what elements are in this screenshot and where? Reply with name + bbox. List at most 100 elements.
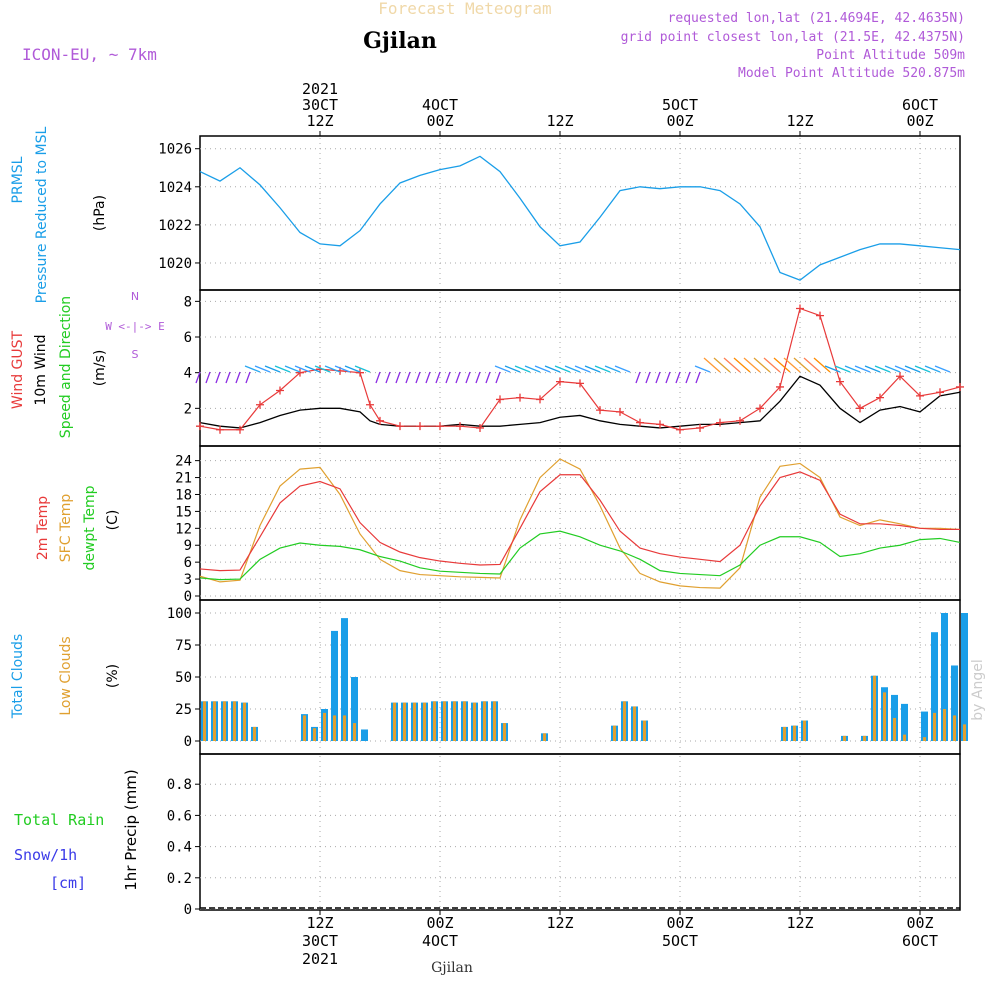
precip-axis-label: 1hr Precip (mm) bbox=[122, 769, 140, 890]
ytick-label-pressure: 1024 bbox=[158, 180, 192, 196]
gust-marker bbox=[856, 404, 864, 413]
wind-direction-arrow bbox=[844, 365, 861, 373]
wind-direction-arrow bbox=[803, 357, 821, 373]
gust-marker bbox=[696, 423, 704, 432]
low-cloud-bar bbox=[503, 723, 506, 741]
wind-direction-arrow bbox=[743, 357, 761, 373]
wind-direction-arrow bbox=[753, 357, 771, 373]
gust-marker bbox=[576, 379, 584, 388]
low-cloud-bar bbox=[953, 715, 956, 741]
wind-direction-arrow bbox=[524, 365, 541, 373]
gust-marker bbox=[196, 422, 204, 431]
low-cloud-bar bbox=[483, 701, 486, 741]
time-label-bottom: 2021 bbox=[302, 950, 338, 968]
footer-location: Gjilan bbox=[431, 960, 473, 976]
ytick-label-temp: 3 bbox=[184, 572, 192, 588]
time-label-bottom: 00Z bbox=[666, 914, 693, 932]
low-cloud-bar bbox=[453, 701, 456, 741]
requested-coords: requested lon,lat (21.4694E, 42.4635N) bbox=[668, 11, 965, 26]
low-cloud-bar bbox=[643, 720, 646, 741]
low-cloud-bar bbox=[893, 717, 896, 741]
wind-direction-arrow bbox=[924, 365, 941, 373]
low-cloud-bar bbox=[223, 701, 226, 741]
t2m-line bbox=[199, 471, 960, 572]
low-cloud-bar bbox=[243, 702, 246, 741]
gust-marker bbox=[516, 393, 524, 402]
gust-marker bbox=[236, 425, 244, 434]
low-cloud-bar bbox=[443, 701, 446, 741]
low-cloud-bar bbox=[963, 724, 966, 741]
ytick-label-clouds: 0 bbox=[184, 734, 192, 750]
ytick-label-clouds: 75 bbox=[175, 638, 192, 654]
wind-direction-arrow bbox=[604, 365, 621, 373]
ytick-label-temp: 12 bbox=[175, 521, 192, 537]
wind-direction-arrow bbox=[264, 365, 281, 373]
time-label-top: 00Z bbox=[906, 112, 933, 130]
gust-marker bbox=[436, 422, 444, 431]
low-cloud-bar bbox=[413, 702, 416, 741]
wind-direction-arrow bbox=[773, 357, 791, 373]
wind-direction-arrow bbox=[904, 365, 921, 373]
low-cloud-bar bbox=[203, 701, 206, 741]
gust-marker bbox=[796, 304, 804, 313]
wind-direction-arrow bbox=[554, 365, 571, 373]
credit-watermark: by Angel bbox=[970, 659, 986, 720]
precip-rain-label: Total Rain bbox=[14, 811, 104, 829]
gust-marker bbox=[366, 400, 374, 409]
time-label-bottom: 5OCT bbox=[662, 932, 698, 950]
wind-direction-arrow bbox=[375, 371, 381, 384]
wind-direction-arrow bbox=[574, 365, 591, 373]
wind-direction-arrow bbox=[205, 371, 211, 384]
ytick-label-wind: 2 bbox=[184, 401, 192, 417]
wind-direction-arrow bbox=[733, 357, 751, 373]
wind-direction-arrow bbox=[854, 365, 871, 373]
gust-marker bbox=[276, 386, 284, 395]
wind-direction-arrow bbox=[395, 371, 401, 384]
wind-direction-arrow bbox=[235, 371, 241, 384]
low-cloud-bar bbox=[493, 701, 496, 741]
temp-2m-label: 2m Temp bbox=[35, 496, 51, 560]
total-cloud-bar bbox=[891, 694, 898, 741]
gust-marker bbox=[356, 368, 364, 377]
gust-marker bbox=[876, 393, 884, 402]
ytick-label-wind: 4 bbox=[184, 366, 192, 382]
wind-direction-arrow bbox=[504, 365, 521, 373]
wind10-line bbox=[199, 375, 961, 429]
dewpt-line bbox=[199, 530, 961, 581]
wind-direction-arrow bbox=[544, 365, 561, 373]
total-cloud-bar bbox=[941, 613, 948, 741]
total-cloud-bar bbox=[331, 630, 338, 741]
pressure-label-1: PRMSL bbox=[10, 156, 26, 203]
wind-direction-arrow bbox=[713, 357, 731, 373]
wind-direction-arrow bbox=[415, 371, 421, 384]
wind-direction-arrow bbox=[813, 357, 831, 373]
low-cloud-bar bbox=[313, 728, 316, 741]
time-label-top: 2021 bbox=[302, 80, 338, 98]
ytick-label-temp: 24 bbox=[175, 454, 192, 470]
compass-s: S bbox=[132, 348, 139, 361]
wind-direction-arrow bbox=[564, 365, 581, 373]
ytick-label-precip: 0.8 bbox=[167, 777, 192, 793]
ytick-label-temp: 18 bbox=[175, 487, 192, 503]
wind-direction-arrow bbox=[254, 365, 271, 373]
sfc-temp-line bbox=[199, 458, 961, 589]
gust-marker bbox=[736, 416, 744, 425]
wind-direction-arrow bbox=[703, 357, 721, 373]
low-cloud-bar bbox=[403, 702, 406, 741]
gust-marker bbox=[916, 391, 924, 400]
wind-direction-arrow bbox=[405, 371, 411, 384]
wind-direction-arrow bbox=[685, 371, 691, 384]
wind-direction-arrow bbox=[274, 365, 291, 373]
wind-direction-arrow bbox=[215, 371, 221, 384]
gust-marker bbox=[216, 425, 224, 434]
wind-direction-arrow bbox=[695, 371, 701, 384]
gust-marker bbox=[636, 418, 644, 427]
time-label-bottom: 12Z bbox=[786, 914, 813, 932]
ytick-label-clouds: 100 bbox=[167, 606, 192, 622]
wind-direction-arrow bbox=[425, 371, 431, 384]
low-cloud-bar bbox=[883, 692, 886, 741]
temp-sfc-label: SFC Temp bbox=[58, 494, 74, 563]
low-cloud-bar bbox=[463, 701, 466, 741]
wind-direction-arrow bbox=[635, 371, 641, 384]
time-label-top: 12Z bbox=[786, 112, 813, 130]
